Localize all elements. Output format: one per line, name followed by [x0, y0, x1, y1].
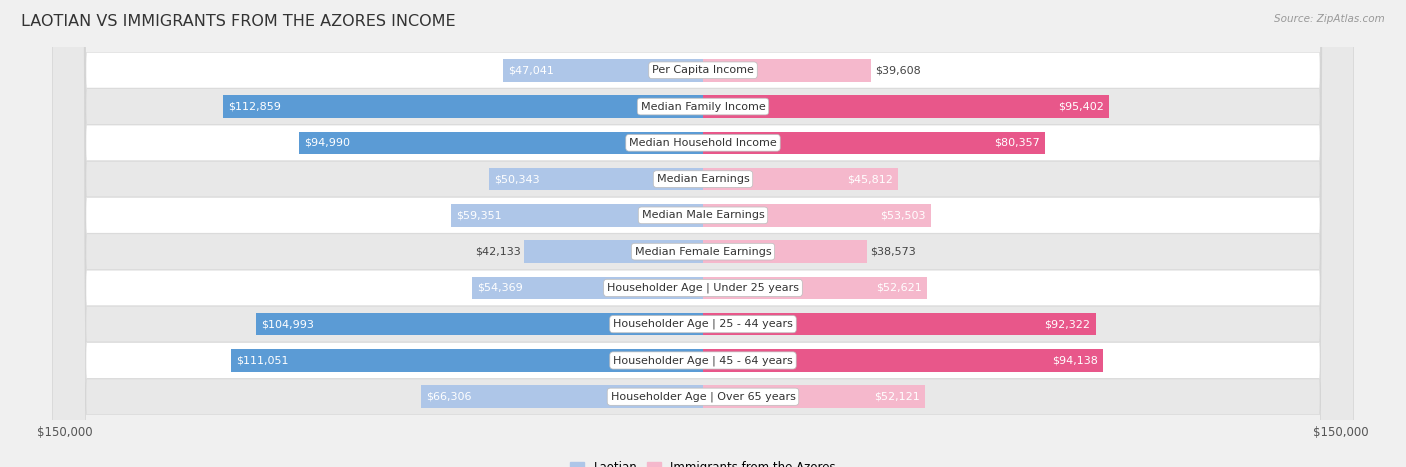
Text: $52,621: $52,621 [876, 283, 922, 293]
Bar [703, 168, 898, 191]
Text: Per Capita Income: Per Capita Income [652, 65, 754, 75]
Text: $42,133: $42,133 [475, 247, 520, 257]
Text: $94,990: $94,990 [304, 138, 350, 148]
Bar [703, 385, 925, 408]
Text: $50,343: $50,343 [494, 174, 540, 184]
Text: Householder Age | Under 25 years: Householder Age | Under 25 years [607, 283, 799, 293]
Bar [503, 59, 703, 82]
Text: $38,573: $38,573 [870, 247, 915, 257]
Text: $111,051: $111,051 [236, 355, 288, 366]
FancyBboxPatch shape [52, 0, 1354, 467]
Bar [472, 276, 703, 299]
Text: Householder Age | 45 - 64 years: Householder Age | 45 - 64 years [613, 355, 793, 366]
Text: $47,041: $47,041 [508, 65, 554, 75]
FancyBboxPatch shape [52, 0, 1354, 467]
Bar [703, 204, 931, 226]
Bar [224, 95, 703, 118]
Bar [450, 204, 703, 226]
Text: Median Household Income: Median Household Income [628, 138, 778, 148]
FancyBboxPatch shape [52, 0, 1354, 467]
Text: Householder Age | 25 - 44 years: Householder Age | 25 - 44 years [613, 319, 793, 329]
Text: $52,121: $52,121 [873, 392, 920, 402]
Bar [703, 95, 1109, 118]
Text: $39,608: $39,608 [875, 65, 921, 75]
FancyBboxPatch shape [52, 0, 1354, 467]
Bar [703, 313, 1095, 335]
FancyBboxPatch shape [52, 0, 1354, 467]
Text: $54,369: $54,369 [477, 283, 523, 293]
Text: $112,859: $112,859 [228, 101, 281, 112]
Text: $104,993: $104,993 [262, 319, 315, 329]
FancyBboxPatch shape [52, 0, 1354, 467]
FancyBboxPatch shape [52, 0, 1354, 467]
Text: Median Male Earnings: Median Male Earnings [641, 210, 765, 220]
Text: $53,503: $53,503 [880, 210, 925, 220]
Text: $59,351: $59,351 [456, 210, 502, 220]
Bar [703, 276, 927, 299]
Bar [703, 241, 868, 263]
FancyBboxPatch shape [52, 0, 1354, 467]
Text: $95,402: $95,402 [1057, 101, 1104, 112]
Text: Median Family Income: Median Family Income [641, 101, 765, 112]
Text: $94,138: $94,138 [1052, 355, 1098, 366]
FancyBboxPatch shape [52, 0, 1354, 467]
Bar [489, 168, 703, 191]
Text: Median Earnings: Median Earnings [657, 174, 749, 184]
Bar [231, 349, 703, 372]
Bar [420, 385, 703, 408]
Text: $80,357: $80,357 [994, 138, 1039, 148]
Text: $45,812: $45,812 [846, 174, 893, 184]
Text: $92,322: $92,322 [1045, 319, 1091, 329]
Text: Source: ZipAtlas.com: Source: ZipAtlas.com [1274, 14, 1385, 24]
Text: Householder Age | Over 65 years: Householder Age | Over 65 years [610, 391, 796, 402]
Text: Median Female Earnings: Median Female Earnings [634, 247, 772, 257]
Text: LAOTIAN VS IMMIGRANTS FROM THE AZORES INCOME: LAOTIAN VS IMMIGRANTS FROM THE AZORES IN… [21, 14, 456, 29]
Bar [703, 132, 1045, 154]
FancyBboxPatch shape [52, 0, 1354, 467]
Bar [703, 59, 872, 82]
Bar [524, 241, 703, 263]
Bar [299, 132, 703, 154]
Bar [256, 313, 703, 335]
Legend: Laotian, Immigrants from the Azores: Laotian, Immigrants from the Azores [569, 461, 837, 467]
Bar [703, 349, 1104, 372]
Text: $66,306: $66,306 [426, 392, 471, 402]
